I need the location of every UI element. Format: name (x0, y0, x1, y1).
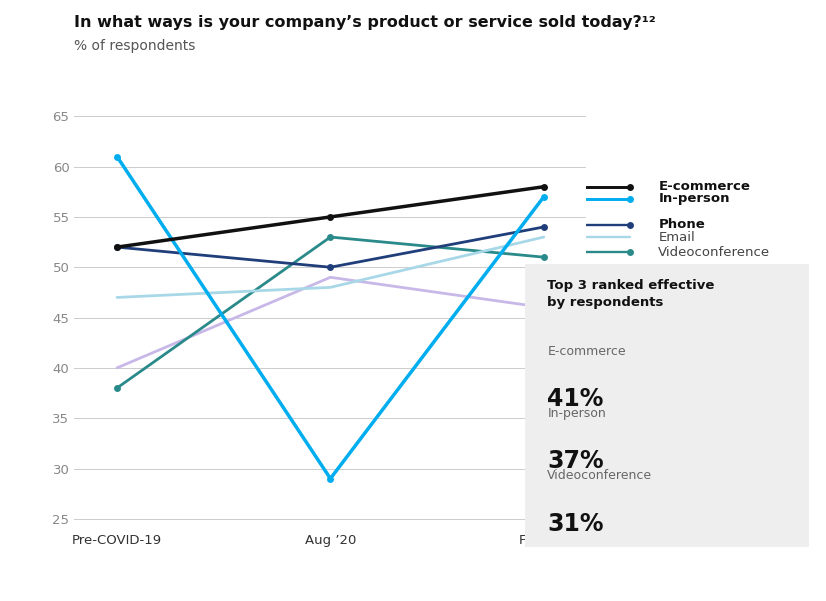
Text: In what ways is your company’s product or service sold today?¹²: In what ways is your company’s product o… (74, 15, 656, 30)
Text: 31%: 31% (548, 511, 604, 535)
Text: In-person: In-person (658, 192, 730, 206)
Text: Email: Email (658, 231, 695, 243)
Text: 37%: 37% (548, 450, 604, 474)
Text: Phone: Phone (658, 219, 705, 231)
Text: E-commerce: E-commerce (548, 344, 626, 358)
Text: In-person: In-person (548, 407, 606, 419)
Text: Top 3 ranked effective
by respondents: Top 3 ranked effective by respondents (548, 279, 714, 308)
Text: Videoconference: Videoconference (658, 246, 771, 258)
Text: Videoconference: Videoconference (548, 469, 653, 482)
Text: Online chat: Online chat (658, 301, 735, 314)
Text: E-commerce: E-commerce (658, 180, 750, 194)
Text: % of respondents: % of respondents (74, 39, 196, 53)
Text: 41%: 41% (548, 387, 604, 411)
